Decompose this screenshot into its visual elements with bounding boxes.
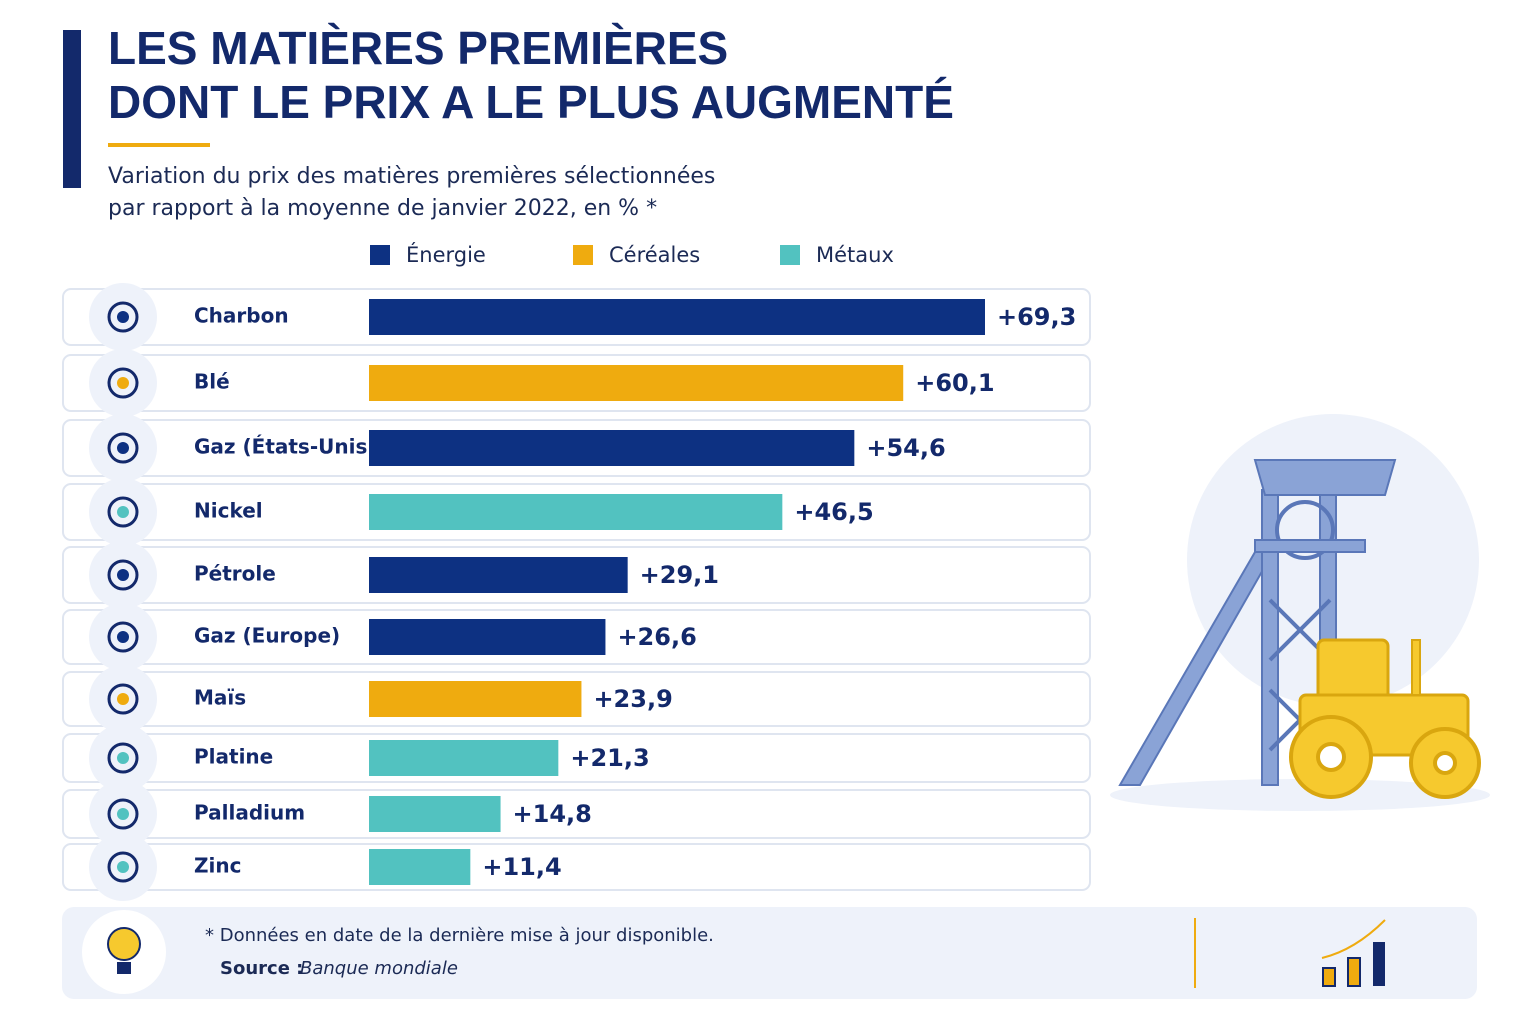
category-label: Zinc bbox=[194, 854, 241, 878]
illustration bbox=[1110, 414, 1490, 811]
icon bbox=[107, 621, 139, 653]
value-label: +46,5 bbox=[794, 498, 873, 526]
category-label: Blé bbox=[194, 370, 230, 394]
growth-icon bbox=[1321, 919, 1386, 987]
icon bbox=[107, 432, 139, 464]
icon bbox=[107, 559, 139, 591]
icon bbox=[107, 496, 139, 528]
row-box bbox=[62, 733, 1091, 783]
legend-label: Énergie bbox=[406, 242, 486, 267]
value-label: +23,9 bbox=[593, 685, 672, 713]
legend-swatch bbox=[780, 245, 800, 265]
bar bbox=[369, 299, 985, 335]
legend-label: Céréales bbox=[609, 243, 700, 267]
legend-swatch bbox=[573, 245, 593, 265]
category-label: Gaz (Europe) bbox=[194, 624, 340, 648]
bulb-base bbox=[117, 962, 131, 974]
category-label: Gaz (États-Unis) bbox=[194, 435, 377, 459]
category-label: Nickel bbox=[194, 499, 263, 523]
category-label: Charbon bbox=[194, 304, 289, 328]
bar bbox=[369, 796, 501, 832]
bar bbox=[369, 619, 606, 655]
title-line: LES MATIÈRES PREMIÈRES bbox=[108, 22, 728, 74]
bar bbox=[369, 557, 628, 593]
bar bbox=[369, 849, 471, 885]
icon-dot bbox=[117, 631, 129, 643]
bar bbox=[369, 681, 582, 717]
icon bbox=[107, 851, 139, 883]
icon bbox=[107, 367, 139, 399]
row-box bbox=[62, 789, 1091, 839]
value-label: +69,3 bbox=[997, 303, 1076, 331]
category-label: Platine bbox=[194, 745, 273, 769]
icon-dot bbox=[117, 506, 129, 518]
bar bbox=[369, 494, 783, 530]
value-label: +21,3 bbox=[570, 744, 649, 772]
icon bbox=[107, 683, 139, 715]
title-underline bbox=[108, 143, 210, 147]
icon bbox=[107, 798, 139, 830]
title-accent bbox=[63, 30, 81, 188]
footnote: * Données en date de la dernière mise à … bbox=[205, 925, 714, 946]
title-line: DONT LE PRIX A LE PLUS AUGMENTÉ bbox=[108, 76, 954, 128]
category-label: Pétrole bbox=[194, 562, 276, 586]
bar bbox=[369, 430, 855, 466]
footer-box bbox=[62, 907, 1477, 999]
category-label: Maïs bbox=[194, 686, 246, 710]
bulb-icon bbox=[107, 927, 141, 961]
icon-dot bbox=[117, 311, 129, 323]
icon-dot bbox=[117, 808, 129, 820]
icon bbox=[107, 742, 139, 774]
icon-dot bbox=[117, 377, 129, 389]
value-label: +26,6 bbox=[617, 623, 696, 651]
category-label: Palladium bbox=[194, 801, 305, 825]
icon-dot bbox=[117, 752, 129, 764]
source-label: Source : bbox=[220, 958, 303, 979]
subtitle-line: par rapport à la moyenne de janvier 2022… bbox=[108, 196, 657, 221]
row-box bbox=[62, 843, 1091, 891]
value-label: +54,6 bbox=[866, 434, 945, 462]
legend-swatch bbox=[370, 245, 390, 265]
value-label: +14,8 bbox=[513, 800, 592, 828]
icon-dot bbox=[117, 569, 129, 581]
bar bbox=[369, 365, 904, 401]
icon-dot bbox=[117, 442, 129, 454]
value-label: +11,4 bbox=[482, 853, 561, 881]
icon-dot bbox=[117, 861, 129, 873]
icon bbox=[107, 301, 139, 333]
icon-dot bbox=[117, 693, 129, 705]
bar bbox=[369, 740, 559, 776]
subtitle-line: Variation du prix des matières premières… bbox=[108, 164, 715, 189]
source: Banque mondiale bbox=[300, 958, 458, 979]
value-label: +60,1 bbox=[915, 369, 994, 397]
legend-label: Métaux bbox=[816, 243, 894, 267]
value-label: +29,1 bbox=[640, 561, 719, 589]
